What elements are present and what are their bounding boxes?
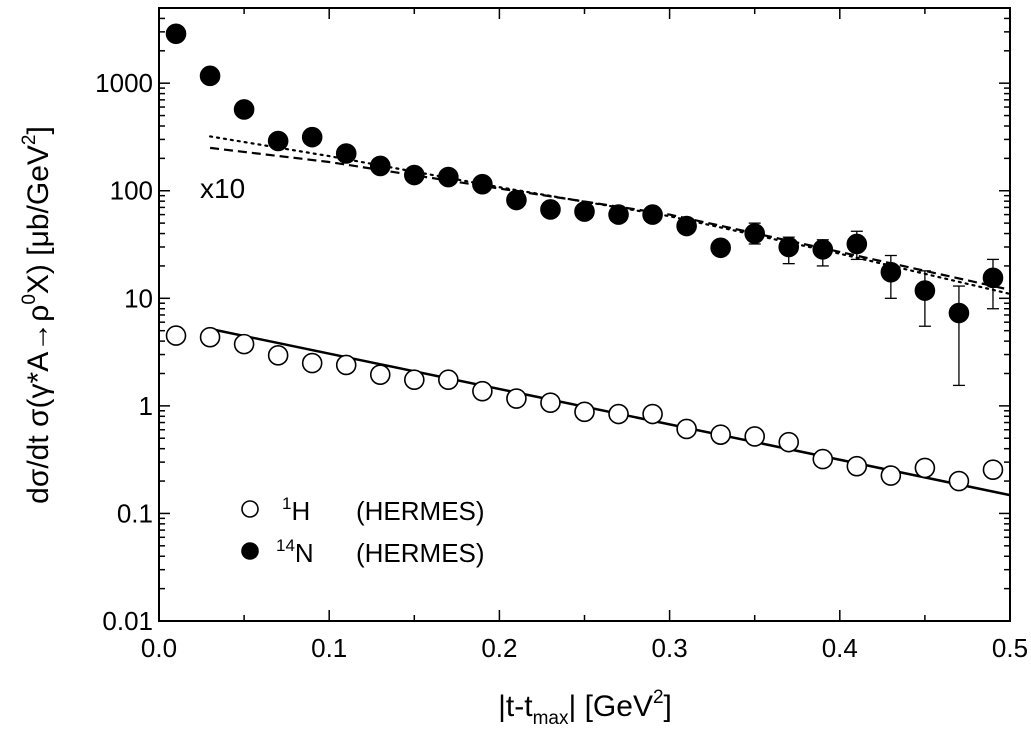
data-point-nitrogen (744, 223, 766, 244)
y-tick-label: 1 (139, 391, 153, 421)
data-point-nitrogen (267, 130, 289, 152)
y-tick-label: 100 (110, 176, 153, 206)
plot-frame (158, 7, 1011, 622)
data-point-nitrogen (403, 164, 425, 186)
y-tick-label: 10 (124, 283, 153, 313)
legend-symbol: H (291, 496, 310, 526)
data-point-nitrogen (472, 173, 493, 195)
data-point-nitrogen (438, 166, 459, 188)
x-tick-label: 0.1 (311, 633, 347, 663)
data-point-hydrogen (948, 470, 970, 492)
data-markers (165, 23, 1004, 492)
data-point-nitrogen (165, 23, 187, 45)
data-point-nitrogen (676, 215, 697, 237)
legend: 1H (HERMES) 14N (HERMES) (241, 494, 485, 568)
legend-label-hydrogen: 1H (HERMES) (282, 494, 485, 526)
data-point-nitrogen (199, 65, 221, 87)
data-point-hydrogen (574, 401, 595, 423)
axis-ticks: 0.0 0.1 0.2 0.3 0.4 0.5 0.01 0.1 1 10 100 1000 (95, 8, 1028, 663)
data-point-hydrogen (744, 426, 766, 447)
data-point-hydrogen (506, 388, 527, 409)
y-tick-label: 1000 (95, 68, 153, 98)
data-point-nitrogen (642, 204, 663, 225)
data-point-hydrogen (233, 333, 255, 355)
data-point-nitrogen (540, 199, 561, 220)
data-point-hydrogen (778, 431, 800, 453)
legend-symbol: N (295, 538, 314, 568)
data-point-nitrogen (948, 302, 970, 324)
data-point-nitrogen (301, 126, 323, 148)
data-point-hydrogen (438, 369, 459, 391)
data-point-nitrogen (233, 99, 255, 120)
legend-source: (HERMES) (356, 538, 485, 568)
data-point-hydrogen (301, 352, 323, 374)
data-point-nitrogen (608, 204, 629, 225)
legend-label-nitrogen: 14N (HERMES) (276, 536, 485, 568)
data-point-hydrogen (676, 418, 697, 440)
data-point-hydrogen (369, 364, 391, 385)
data-point-hydrogen (540, 392, 561, 414)
data-point-nitrogen (369, 155, 391, 177)
data-point-hydrogen (165, 325, 187, 346)
data-point-hydrogen (608, 403, 629, 425)
data-point-hydrogen (710, 424, 731, 445)
x-axis-title: |t-tmax| [GeV2] (498, 687, 672, 729)
data-point-hydrogen (982, 459, 1004, 481)
data-point-nitrogen (335, 143, 357, 164)
data-point-nitrogen (812, 239, 834, 260)
data-point-nitrogen (846, 233, 868, 255)
data-point-hydrogen (403, 369, 425, 391)
data-point-hydrogen (880, 465, 902, 486)
legend-marker-filled-circle (241, 542, 259, 560)
y-tick-label: 0.1 (117, 498, 153, 528)
x-tick-label: 0.5 (992, 633, 1028, 663)
data-point-nitrogen (914, 280, 936, 301)
legend-sup: 14 (276, 536, 295, 555)
data-point-nitrogen (506, 189, 527, 211)
x-tick-label: 0.3 (652, 633, 688, 663)
x-tick-label: 0.4 (822, 633, 858, 663)
data-point-hydrogen (812, 448, 834, 470)
data-point-hydrogen (846, 455, 868, 477)
data-point-hydrogen (914, 457, 936, 479)
y-tick-label: 0.01 (102, 606, 153, 636)
data-point-nitrogen (880, 261, 902, 283)
data-point-hydrogen (472, 380, 493, 402)
data-point-nitrogen (710, 237, 731, 259)
data-point-hydrogen (199, 326, 221, 348)
y-axis-title: dσ/dt σ(γ*A→ρ0X) [μb/GeV2] (19, 126, 55, 504)
data-point-nitrogen (982, 267, 1004, 289)
data-point-hydrogen (642, 403, 663, 425)
data-point-hydrogen (335, 354, 357, 376)
legend-source: (HERMES) (356, 496, 485, 526)
data-point-hydrogen (267, 345, 289, 366)
x-tick-label: 0.2 (481, 633, 517, 663)
data-point-nitrogen (778, 236, 800, 258)
legend-sup: 1 (282, 494, 291, 513)
scale-annotation: x10 (200, 173, 245, 204)
data-point-nitrogen (574, 201, 595, 222)
x-tick-label: 0.0 (141, 633, 177, 663)
legend-marker-open-circle (241, 500, 259, 518)
fit-curves (209, 135, 1012, 497)
